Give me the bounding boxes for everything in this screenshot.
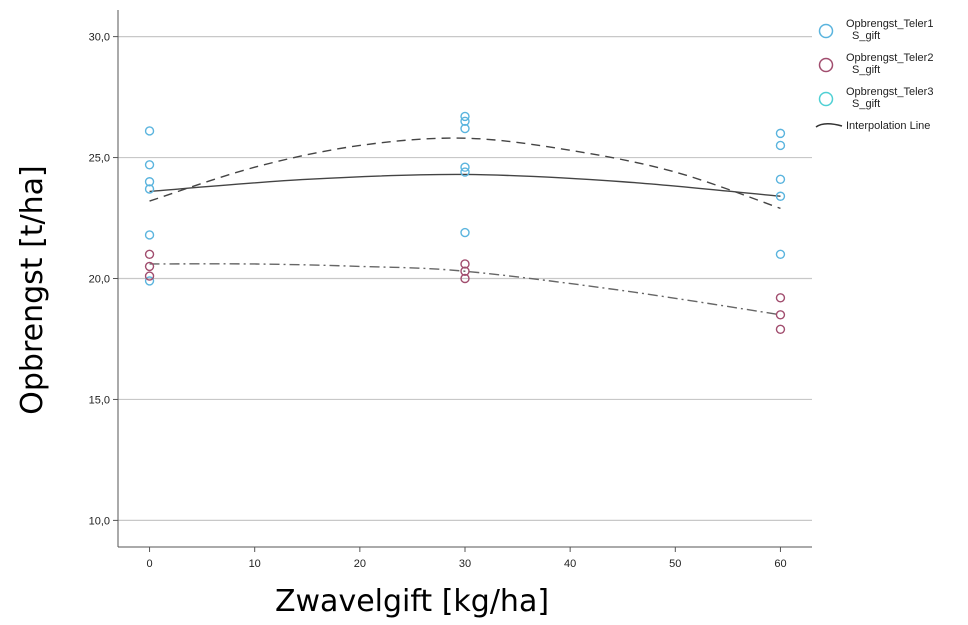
legend-line xyxy=(815,123,843,128)
interpolation-line xyxy=(149,137,781,210)
y-tick-label: 25,0 xyxy=(89,153,110,165)
legend-label: Opbrengst_Teler2 xyxy=(846,52,933,64)
legend-label: Interpolation Line xyxy=(846,120,930,132)
data-point xyxy=(460,167,470,177)
legend-label: S_gift xyxy=(852,30,880,42)
x-axis-title: Zwavelgift [kg/ha] xyxy=(275,584,549,619)
data-point xyxy=(144,230,155,240)
data-point xyxy=(460,259,470,269)
legend: Opbrengst_Teler1S_giftOpbrengst_Teler2S_… xyxy=(815,18,933,132)
legend-label: S_gift xyxy=(852,64,880,76)
interpolation-line xyxy=(149,263,781,316)
y-axis-title: Opbrengst [t/ha] xyxy=(15,165,50,415)
fit-lines xyxy=(149,137,781,316)
data-point xyxy=(144,126,155,136)
y-tick-label: 15,0 xyxy=(89,394,110,406)
data-point xyxy=(460,123,470,134)
data-point xyxy=(144,177,155,187)
legend-marker xyxy=(818,57,834,73)
data-points xyxy=(144,111,786,334)
data-point xyxy=(775,174,786,185)
data-point xyxy=(775,293,786,303)
grid xyxy=(118,36,812,521)
legend-marker xyxy=(818,91,834,107)
data-point xyxy=(460,116,470,126)
y-tick-label: 30,0 xyxy=(89,32,110,44)
x-tick-label: 40 xyxy=(564,558,576,570)
legend-marker xyxy=(818,23,834,39)
data-point xyxy=(460,111,470,122)
legend-label: Opbrengst_Teler3 xyxy=(846,86,933,98)
data-point xyxy=(460,162,470,172)
data-point xyxy=(775,324,786,334)
x-tick-label: 30 xyxy=(459,558,471,570)
x-tick-label: 60 xyxy=(774,558,786,570)
data-point xyxy=(144,261,155,272)
x-tick-label: 20 xyxy=(354,558,366,570)
data-point xyxy=(460,227,470,238)
data-point xyxy=(144,271,155,281)
x-tick-label: 50 xyxy=(669,558,681,570)
y-tick-label: 10,0 xyxy=(89,515,110,527)
data-point xyxy=(144,276,155,286)
axes: 10,0 15,0 20,0 25,0 30,0 0 10 20 30 40 50 60 xyxy=(89,10,812,570)
data-point xyxy=(775,310,786,320)
legend-label: Opbrengst_Teler1 xyxy=(846,18,933,30)
data-point xyxy=(775,191,786,201)
legend-label: S_gift xyxy=(852,98,880,110)
data-point xyxy=(775,249,786,260)
y-tick-label: 20,0 xyxy=(89,274,110,286)
data-point xyxy=(775,140,786,151)
data-point xyxy=(460,273,470,284)
data-point xyxy=(775,128,786,139)
data-point xyxy=(144,184,155,194)
data-point xyxy=(144,160,155,170)
interpolation-line xyxy=(149,173,781,197)
data-point xyxy=(460,266,470,276)
x-tick-label: 10 xyxy=(249,558,261,570)
data-point xyxy=(144,249,155,260)
x-tick-label: 0 xyxy=(146,558,152,570)
